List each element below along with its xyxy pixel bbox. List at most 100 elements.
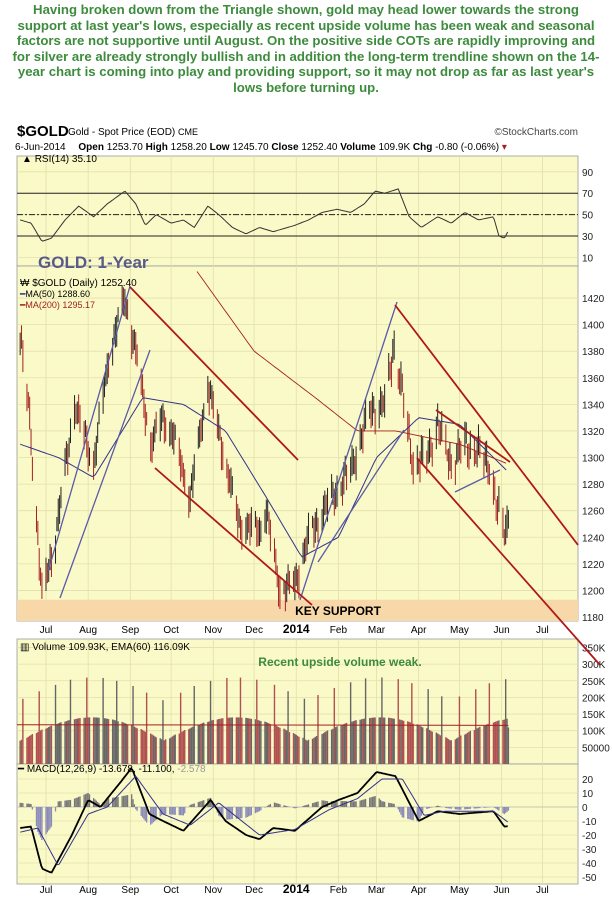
volume-bar: [507, 727, 510, 764]
volume-bar: [317, 695, 319, 764]
volume-bar: [269, 724, 272, 764]
volume-bar: [163, 740, 166, 764]
volume-bar: [283, 728, 285, 764]
volume-bar: [95, 717, 98, 764]
volume-bar: [494, 721, 496, 764]
volume-bar: [230, 717, 232, 764]
x-tick-label: 2014: [283, 622, 310, 636]
volume-bar: [216, 719, 219, 764]
volume-bar: [105, 718, 107, 764]
volume-bar: [456, 738, 458, 764]
volume-tick-label: 350K: [582, 643, 606, 654]
rsi-tick-label: 30: [582, 232, 594, 243]
macd-tick-label: 10: [582, 789, 594, 800]
volume-bar: [239, 677, 242, 764]
volume-tick-label: 150K: [582, 710, 606, 721]
volume-bar: [178, 733, 180, 764]
volume-bar: [393, 718, 395, 764]
volume-bar: [212, 719, 214, 764]
volume-tick-label: 100K: [582, 727, 606, 738]
volume-bar: [382, 717, 384, 764]
volume-bar: [114, 720, 117, 764]
volume-bar: [351, 721, 353, 764]
volume-bar: [388, 717, 390, 764]
volume-bar: [92, 717, 95, 764]
volume-bar: [340, 725, 342, 764]
volume-bar: [87, 717, 89, 764]
volume-bar: [488, 683, 491, 764]
volume-bar: [296, 735, 299, 764]
volume-bar: [192, 726, 194, 764]
volume-bar: [276, 726, 278, 764]
volume-bar: [79, 718, 81, 764]
volume-bar: [504, 679, 507, 764]
volume-bar: [88, 717, 91, 764]
price-legend: ₩ $GOLD (Daily) 1252.40: [20, 278, 137, 289]
volume-bar: [389, 717, 391, 764]
x-tick-label: Jul: [40, 885, 53, 896]
volume-bar: [458, 696, 461, 764]
volume-bar: [208, 721, 210, 764]
price-tick-label: 1380: [582, 347, 605, 358]
volume-bar: [446, 738, 448, 764]
volume-bar: [200, 723, 202, 764]
macd-tick-label: -40: [582, 859, 597, 870]
volume-bar: [49, 726, 51, 764]
volume-bar: [349, 682, 352, 764]
volume-bar: [126, 724, 129, 764]
volume-bar: [121, 721, 123, 764]
red-channel-line: [416, 457, 601, 666]
volume-bar: [211, 720, 213, 764]
volume-bar: [260, 721, 262, 764]
volume-bar: [492, 722, 495, 764]
volume-bar: [355, 720, 357, 764]
volume-bar: [22, 698, 24, 764]
price-tick-label: 1260: [582, 507, 605, 518]
volume-bar: [219, 718, 221, 764]
x-tick-label: Dec: [245, 885, 263, 896]
volume-bar: [257, 720, 259, 764]
volume-bar: [314, 736, 316, 764]
macd-legend: ━ MACD(12,26,9) -13.678, -11.100, -2.578: [17, 764, 206, 775]
volume-bar: [98, 717, 100, 764]
volume-bar: [106, 718, 108, 764]
x-tick-label: Jul: [536, 885, 549, 896]
x-tick-label: Oct: [163, 625, 179, 636]
volume-bar: [107, 719, 110, 764]
volume-bar: [31, 733, 34, 764]
volume-bar: [332, 728, 334, 764]
key-support-band: [17, 599, 578, 621]
volume-bar: [336, 726, 338, 764]
quote-line: 6-Jun-2014 Open 1253.70 High 1258.20 Low…: [15, 142, 507, 153]
volume-bar: [162, 700, 164, 764]
volume-bar: [302, 737, 304, 764]
instrument-name: Gold - Spot Price (EOD) CME: [68, 127, 198, 138]
rsi-tick-label: 90: [582, 168, 594, 179]
volume-bar: [265, 722, 268, 764]
volume-bar: [330, 729, 333, 764]
macd-tick-label: 0: [582, 803, 588, 814]
volume-bar: [292, 733, 295, 764]
volume-bar: [56, 724, 58, 764]
volume-bar: [171, 736, 174, 764]
volume-bar: [266, 722, 269, 764]
volume-bar: [465, 733, 467, 764]
volume-bar: [277, 727, 280, 764]
price-tick-label: 1320: [582, 427, 605, 438]
volume-bar: [295, 734, 297, 764]
volume-bar: [45, 728, 47, 764]
price-bars: [19, 285, 509, 612]
volume-bar: [476, 728, 478, 764]
volume-bar: [268, 723, 270, 764]
volume-bar: [341, 724, 344, 764]
volume-bar: [441, 696, 443, 764]
price-tick-label: 1420: [582, 294, 605, 305]
volume-bar: [360, 719, 363, 764]
symbol: $GOLD: [17, 123, 69, 140]
volume-bar: [227, 717, 229, 764]
volume-bar: [67, 720, 69, 764]
volume-bar: [84, 717, 87, 764]
volume-bar: [428, 729, 431, 764]
commentary-text: Having broken down from the Triangle sho…: [12, 2, 600, 95]
volume-tick-label: 250K: [582, 677, 606, 688]
